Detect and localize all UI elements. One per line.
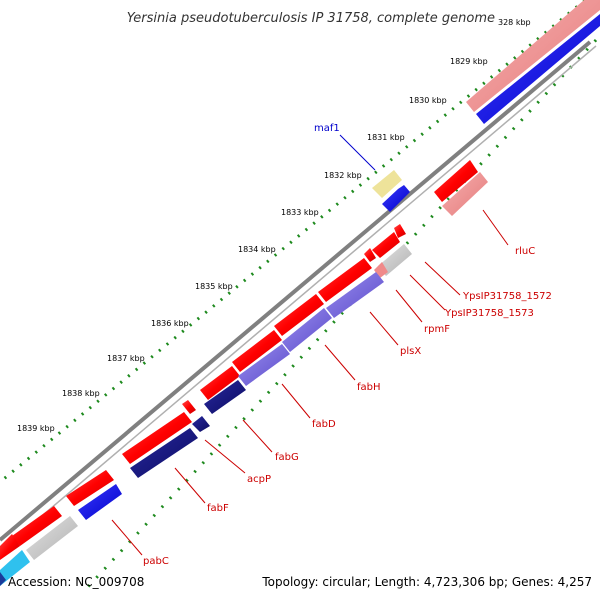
fabD-connector [281, 383, 311, 419]
fabF-red-feature[interactable] [122, 412, 192, 464]
gene-label-rluC[interactable]: rluC [515, 246, 535, 257]
pabC-red-feature[interactable] [66, 470, 114, 506]
yellow-feature[interactable] [372, 170, 402, 198]
gene-label-pabC[interactable]: pabC [143, 556, 169, 567]
genome-summary-label: Topology: circular; Length: 4,723,306 bp… [261, 575, 592, 589]
fabH-red-feature[interactable] [274, 294, 324, 336]
grey-feature-1573[interactable] [378, 244, 412, 276]
gene-label-rpmF[interactable]: rpmF [424, 324, 450, 335]
fabG-connector [242, 419, 273, 453]
plsX-red-feature[interactable] [318, 258, 372, 302]
rluC-light-feature[interactable] [442, 172, 488, 216]
edge-red-feature[interactable] [0, 534, 20, 560]
gene-label-YpsIP31758_1572[interactable]: YpsIP31758_1572 [462, 291, 552, 302]
acpP-connector [204, 439, 246, 474]
tick-label-1831: 1831 kbp [367, 133, 405, 142]
cyan-feature[interactable] [0, 550, 30, 586]
gene-label-fabH[interactable]: fabH [357, 382, 381, 393]
tick-label-1836: 1836 kbp [151, 319, 189, 328]
map-title: Yersinia pseudotuberculosis IP 31758, co… [127, 11, 495, 26]
gene-label-fabG[interactable]: fabG [275, 452, 299, 463]
pabC-grey-feature[interactable] [26, 516, 78, 560]
tick-label-1839: 1839 kbp [17, 424, 55, 433]
tick-label-1829: 1829 kbp [450, 57, 488, 66]
small-red-feature-1572[interactable] [372, 232, 400, 258]
pabC-connector [111, 519, 143, 556]
accession-label: Accession: NC_009708 [8, 575, 144, 589]
gene-label-YpsIP31758_1573[interactable]: YpsIP31758_1573 [444, 308, 534, 319]
blue-feature[interactable] [476, 14, 600, 124]
gene-label-maf1[interactable]: maf1 [314, 123, 340, 134]
gene-label-fabF[interactable]: fabF [207, 503, 229, 514]
rpmF-connector [395, 289, 423, 323]
plsX-connector [369, 311, 399, 346]
fabG-red-feature[interactable] [200, 366, 240, 400]
inner-tick-track [83, 38, 598, 592]
fabF-navy-feature[interactable] [130, 428, 198, 478]
tick-label-1830: 1830 kbp [409, 96, 447, 105]
fabH-connector [324, 344, 356, 381]
fabD-slate-feature[interactable] [238, 344, 290, 386]
acpP-red-feature[interactable] [182, 400, 196, 414]
tick-label-1834: 1834 kbp [238, 245, 276, 254]
pabC-blue-feature[interactable] [78, 484, 122, 520]
fabH-slate-feature[interactable] [282, 308, 332, 352]
small-red-feature[interactable] [364, 248, 376, 262]
tick-label-1838: 1838 kbp [62, 389, 100, 398]
fabG-navy-feature[interactable] [204, 380, 246, 414]
maf1-blue-feature[interactable] [382, 185, 410, 212]
YpsIP31758_1572-connector [424, 261, 461, 296]
tick-label-1832: 1832 kbp [324, 171, 362, 180]
rluC-connector [482, 209, 509, 246]
acpP-navy-feature[interactable] [192, 416, 210, 432]
tick-label-1835: 1835 kbp [195, 282, 233, 291]
small-red-arrow-1[interactable] [394, 224, 406, 238]
pink-feature[interactable] [466, 0, 600, 112]
gene-label-plsX[interactable]: plsX [400, 346, 421, 357]
rluC-feature[interactable] [434, 160, 478, 202]
tick-label-1828: 328 kbp [498, 18, 531, 27]
plsX-slate-feature[interactable] [326, 272, 384, 318]
tick-label-1833: 1833 kbp [281, 208, 319, 217]
maf1-connector [339, 134, 376, 171]
backbone-outer [0, 40, 592, 542]
fabD-red-feature[interactable] [232, 330, 282, 372]
fabF-connector [174, 467, 206, 504]
lower-left-red-feature[interactable] [12, 506, 62, 546]
navy-edge-feature[interactable] [0, 572, 6, 586]
tick-label-1837: 1837 kbp [107, 354, 145, 363]
YpsIP31758_1573-connector [409, 274, 446, 311]
outer-tick-track [0, 0, 586, 484]
gene-label-fabD[interactable]: fabD [312, 419, 336, 430]
backbone-inner [3, 45, 597, 549]
gene-label-acpP[interactable]: acpP [247, 474, 271, 485]
